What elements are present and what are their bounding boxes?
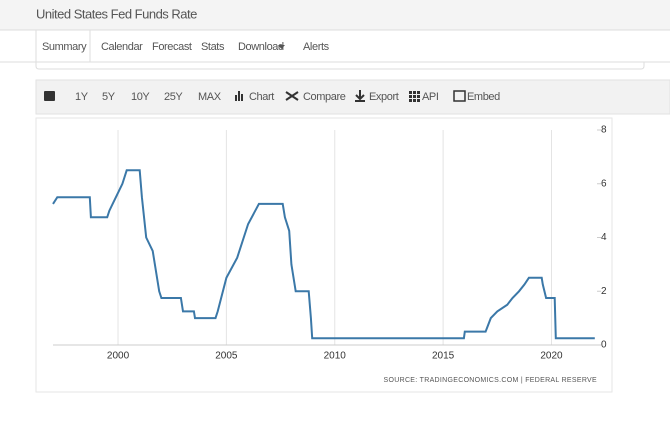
tab[interactable]: Download [238,41,284,53]
toolbar-button[interactable]: 1Y [75,91,89,103]
dropdown-caret [278,45,285,49]
embed-icon [453,90,466,102]
source-note: SOURCE: TRADINGECONOMICS.COM | FEDERAL R… [384,377,597,384]
toolbar-button[interactable]: Chart [249,91,275,103]
tab[interactable]: Summary [42,41,88,53]
toolbar-button[interactable]: 5Y [102,91,116,103]
toolbar-button[interactable]: Export [369,91,399,103]
chart-icon [235,95,237,101]
y-tick-label: 2 [601,286,607,297]
api-icon [409,91,420,102]
toolbar-icons [44,90,466,102]
y-tick-label: 8 [601,125,607,136]
y-tick-label: 0 [601,340,607,351]
x-tick-label: 2015 [432,351,455,362]
tab-panel [35,62,645,70]
header-bar [0,0,670,30]
toolbar [35,79,670,115]
toolbar-button[interactable]: API [422,91,439,103]
chart-frame [35,117,613,393]
toolbar-button[interactable]: Compare [303,91,346,103]
x-tick-label: 2000 [107,351,130,362]
compare-icon [285,91,299,101]
calendar-icon [44,91,55,101]
toolbar-button[interactable]: 25Y [164,91,184,103]
y-tick-label: 4 [601,232,607,243]
toolbar-button[interactable]: MAX [198,91,222,103]
chart-icon [238,91,240,101]
toolbar-button[interactable]: Embed [467,91,501,103]
page-title: United States Fed Funds Rate [36,6,197,21]
x-tick-label: 2020 [540,351,563,362]
series-line [52,169,595,340]
tab[interactable]: Stats [201,41,225,53]
export-icon [355,90,365,102]
y-tick-label: 6 [601,178,607,189]
toolbar-button[interactable]: 10Y [131,91,151,103]
tab[interactable]: Calendar [101,41,144,53]
chart-icon [241,94,243,101]
tab[interactable]: Alerts [303,41,330,53]
tab[interactable]: Forecast [152,41,192,53]
x-tick-label: 2010 [324,351,347,362]
x-tick-label: 2005 [215,351,238,362]
